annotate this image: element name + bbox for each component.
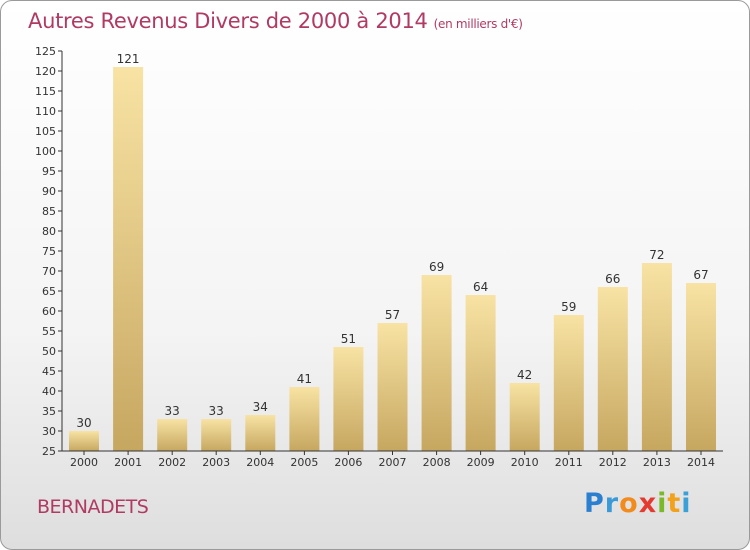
y-tick-label-35: 35 [42,405,56,418]
y-tick-label-115: 115 [35,85,56,98]
chart-title-text: Autres Revenus Divers de 2000 à 2014 [28,9,428,33]
data-label-2002: 33 [165,404,180,418]
y-tick-label-40: 40 [42,385,56,398]
x-tick-label-2011: 2011 [555,456,583,469]
bar-2014 [686,283,716,451]
x-tick-label-2008: 2008 [423,456,451,469]
data-label-2007: 57 [385,308,400,322]
bar-2009 [465,295,496,451]
bar-2003 [201,419,232,451]
axes-layer: 2000 2001 2002 2003 2004 2005 2006 2007 2008 2009… [35,45,723,469]
x-tick-label-2010: 2010 [511,456,539,469]
y-tick-label-95: 95 [42,165,56,178]
x-tick-label-2005: 2005 [290,456,318,469]
proxiti-logo: Proxiti [584,488,692,519]
data-label-2005: 41 [297,372,312,386]
data-label-2010: 42 [517,368,532,382]
data-label-2003: 33 [209,404,224,418]
y-tick-label-65: 65 [42,285,56,298]
x-tick-label-2012: 2012 [599,456,627,469]
bar-2006 [333,347,364,451]
x-tick-label-2007: 2007 [379,456,407,469]
y-tick-label-90: 90 [42,185,56,198]
y-tick-label-60: 60 [42,305,56,318]
y-tick-label-55: 55 [42,325,56,338]
x-tick-label-2002: 2002 [158,456,186,469]
data-label-2006: 51 [341,332,356,346]
bar-2005 [289,387,320,451]
y-tick-label-70: 70 [42,265,56,278]
y-tick-label-50: 50 [42,345,56,358]
bar-2008 [421,275,452,451]
x-tick-label-2014: 2014 [687,456,715,469]
x-tick-label-2004: 2004 [246,456,274,469]
y-tick-label-30: 30 [42,425,56,438]
y-tick-label-110: 110 [35,105,56,118]
data-label-2012: 66 [605,272,620,286]
x-tick-label-2013: 2013 [643,456,671,469]
x-tick-label-2000: 2000 [70,456,98,469]
y-tick-label-85: 85 [42,205,56,218]
data-label-2008: 69 [429,260,444,274]
x-tick-label-2006: 2006 [334,456,362,469]
y-tick-label-80: 80 [42,225,56,238]
bar-2011 [553,315,584,451]
bar-2007 [377,323,408,451]
bar-2000 [69,431,99,451]
y-tick-label-105: 105 [35,125,56,138]
bar-2001 [113,67,144,451]
x-tick-label-2009: 2009 [467,456,495,469]
y-tick-label-75: 75 [42,245,56,258]
data-label-2000: 30 [76,416,91,430]
data-label-2011: 59 [561,300,576,314]
commune-name: BERNADETS [37,496,149,518]
chart-title: Autres Revenus Divers de 2000 à 2014 (en … [28,9,523,33]
bar-2004 [245,415,276,451]
data-label-2009: 64 [473,280,488,294]
y-tick-label-120: 120 [35,65,56,78]
bar-2002 [157,419,188,451]
x-tick-label-2003: 2003 [202,456,230,469]
bar-2012 [597,287,628,451]
data-label-2004: 34 [253,400,268,414]
y-tick-label-25: 25 [42,445,56,458]
data-label-2001: 121 [117,52,140,66]
bars-layer: 30 121 33 33 34 41 51 57 69 64 42 59 66 72 67 [69,52,716,451]
bar-2013 [641,263,672,451]
bar-2010 [509,383,540,451]
chart-unit-note: (en milliers d'€) [433,17,523,31]
x-tick-label-2001: 2001 [114,456,142,469]
data-label-2013: 72 [649,248,664,262]
y-tick-label-125: 125 [35,45,56,58]
data-label-2014: 67 [693,268,708,282]
y-tick-label-100: 100 [35,145,56,158]
y-tick-label-45: 45 [42,365,56,378]
